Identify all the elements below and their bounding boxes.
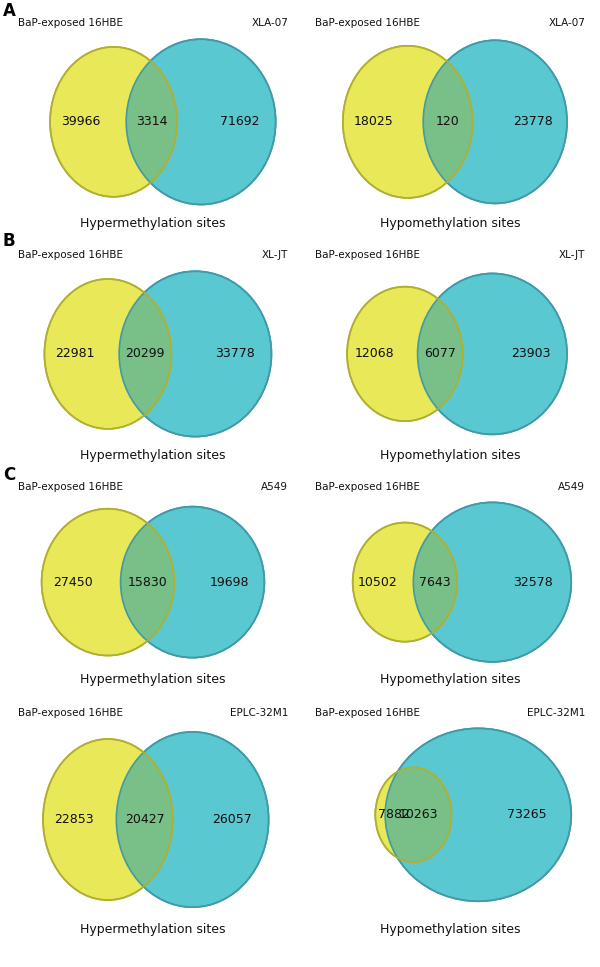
Text: 22853: 22853: [55, 813, 94, 826]
Ellipse shape: [121, 507, 265, 658]
Text: Hypomethylation sites: Hypomethylation sites: [380, 923, 520, 936]
Text: BaP-exposed 16HBE: BaP-exposed 16HBE: [17, 708, 122, 718]
Ellipse shape: [347, 286, 463, 422]
Text: B: B: [3, 232, 16, 250]
Ellipse shape: [116, 732, 269, 907]
Text: Hypermethylation sites: Hypermethylation sites: [80, 923, 226, 936]
Ellipse shape: [413, 502, 571, 661]
Ellipse shape: [343, 45, 473, 198]
Text: BaP-exposed 16HBE: BaP-exposed 16HBE: [314, 708, 419, 718]
Text: C: C: [3, 466, 15, 484]
Text: 7882: 7882: [377, 808, 409, 821]
Text: 10263: 10263: [398, 808, 438, 821]
Text: BaP-exposed 16HBE: BaP-exposed 16HBE: [314, 18, 419, 28]
Text: 32578: 32578: [514, 575, 553, 589]
Text: 15830: 15830: [127, 575, 167, 589]
Ellipse shape: [43, 739, 173, 900]
Text: 39966: 39966: [61, 115, 100, 129]
Text: Hypermethylation sites: Hypermethylation sites: [80, 449, 226, 462]
Ellipse shape: [375, 768, 451, 863]
Ellipse shape: [44, 278, 172, 429]
Ellipse shape: [119, 271, 271, 437]
Text: BaP-exposed 16HBE: BaP-exposed 16HBE: [17, 483, 122, 492]
Text: BaP-exposed 16HBE: BaP-exposed 16HBE: [17, 18, 122, 28]
Text: EPLC-32M1: EPLC-32M1: [230, 708, 289, 718]
Text: 6077: 6077: [424, 347, 456, 361]
Text: A549: A549: [559, 483, 586, 492]
Text: 20427: 20427: [125, 813, 164, 826]
Text: 26057: 26057: [212, 813, 252, 826]
Ellipse shape: [385, 728, 571, 901]
Ellipse shape: [413, 502, 571, 661]
Text: 33778: 33778: [215, 347, 255, 361]
Text: Hypermethylation sites: Hypermethylation sites: [80, 217, 226, 230]
Text: 27450: 27450: [53, 575, 93, 589]
Ellipse shape: [41, 509, 174, 656]
Text: Hypomethylation sites: Hypomethylation sites: [380, 217, 520, 230]
Ellipse shape: [423, 41, 567, 203]
Ellipse shape: [385, 728, 571, 901]
Ellipse shape: [423, 41, 567, 203]
Text: 23903: 23903: [511, 347, 551, 361]
Text: 23778: 23778: [512, 115, 553, 129]
Ellipse shape: [126, 40, 275, 205]
Text: 19698: 19698: [210, 575, 250, 589]
Text: 3314: 3314: [136, 115, 167, 129]
Text: A549: A549: [262, 483, 289, 492]
Text: XLA-07: XLA-07: [548, 18, 586, 28]
Text: 18025: 18025: [354, 115, 394, 129]
Text: Hypomethylation sites: Hypomethylation sites: [380, 449, 520, 462]
Text: 120: 120: [436, 115, 460, 129]
Text: BaP-exposed 16HBE: BaP-exposed 16HBE: [314, 250, 419, 260]
Ellipse shape: [126, 40, 275, 205]
Text: XL-JT: XL-JT: [559, 250, 586, 260]
Text: 7643: 7643: [419, 575, 451, 589]
Text: A: A: [3, 2, 16, 20]
Text: Hypomethylation sites: Hypomethylation sites: [380, 673, 520, 687]
Text: 10502: 10502: [358, 575, 398, 589]
Ellipse shape: [353, 522, 457, 642]
Text: 22981: 22981: [55, 347, 95, 361]
Ellipse shape: [50, 46, 177, 197]
Text: 12068: 12068: [355, 347, 395, 361]
Ellipse shape: [121, 507, 265, 658]
Text: 20299: 20299: [125, 347, 165, 361]
Text: BaP-exposed 16HBE: BaP-exposed 16HBE: [17, 250, 122, 260]
Text: EPLC-32M1: EPLC-32M1: [527, 708, 586, 718]
Ellipse shape: [418, 274, 567, 434]
Text: 73265: 73265: [507, 808, 547, 821]
Text: XL-JT: XL-JT: [262, 250, 289, 260]
Ellipse shape: [116, 732, 269, 907]
Ellipse shape: [119, 271, 271, 437]
Ellipse shape: [418, 274, 567, 434]
Text: Hypermethylation sites: Hypermethylation sites: [80, 673, 226, 687]
Text: XLA-07: XLA-07: [251, 18, 289, 28]
Text: 71692: 71692: [220, 115, 260, 129]
Text: BaP-exposed 16HBE: BaP-exposed 16HBE: [314, 483, 419, 492]
